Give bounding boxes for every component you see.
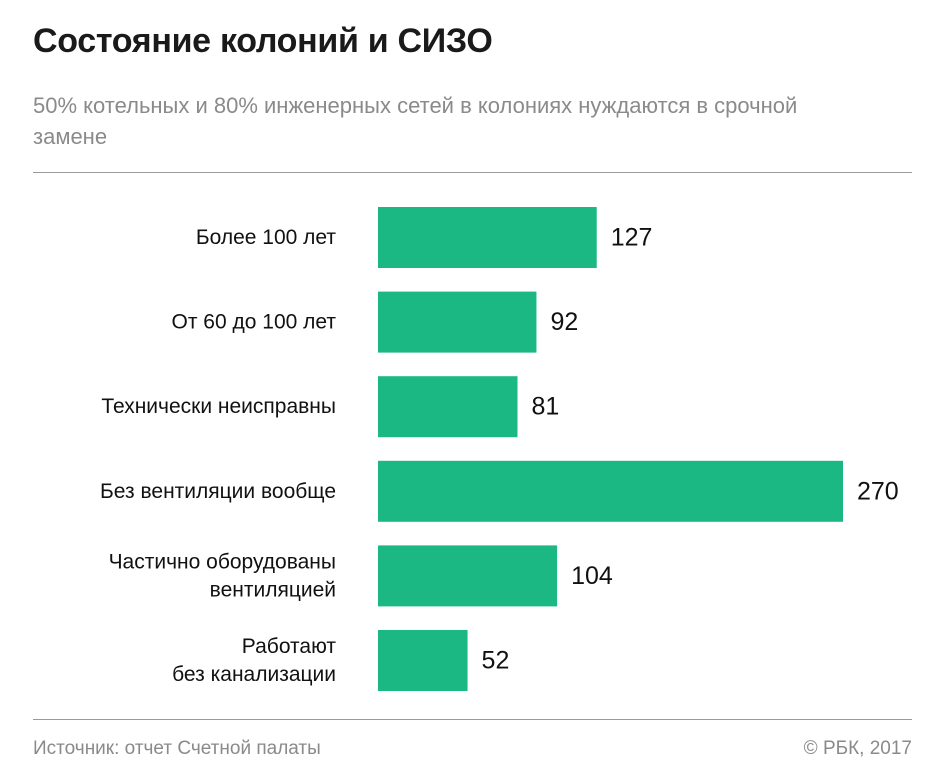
bar-value-label-5: 52 (482, 647, 510, 675)
copyright-note: © РБК, 2017 (803, 738, 912, 759)
bar-0 (378, 207, 597, 268)
category-label-5: Работают без канализации (172, 635, 336, 686)
bar-value-label-4: 104 (571, 562, 613, 590)
chart-title: Состояние колоний и СИЗО (33, 22, 493, 60)
category-label-0: Более 100 лет (196, 226, 337, 249)
category-label-1: От 60 до 100 лет (172, 311, 337, 334)
category-label-2: Технически неисправны (101, 395, 336, 418)
bar-4 (378, 545, 558, 607)
category-label-line: От 60 до 100 лет (172, 311, 337, 334)
bar-value-label-3: 270 (857, 477, 899, 505)
category-label-3: Без вентиляции вообще (100, 480, 336, 503)
source-note: Источник: отчет Счетной палаты (33, 738, 321, 759)
category-label-line: Более 100 лет (196, 226, 337, 249)
bar-value-label-2: 81 (532, 393, 560, 421)
bar-2 (378, 376, 518, 438)
bar-value-label-0: 127 (611, 224, 653, 252)
category-label-line: вентиляцией (210, 578, 336, 601)
bottom-divider (33, 719, 912, 720)
bar-value-label-1: 92 (550, 308, 578, 336)
chart-subtitle: 50% котельных и 80% инженерных сетей в к… (33, 93, 798, 149)
category-label-line: Без вентиляции вообще (100, 480, 336, 503)
top-divider (33, 172, 912, 173)
category-label-line: без канализации (172, 663, 336, 686)
bar-3 (378, 460, 843, 522)
category-label-line: Работают (242, 635, 337, 658)
category-label-line: Технически неисправны (101, 395, 336, 418)
bar-1 (378, 291, 537, 353)
category-label-4: Частично оборудованы вентиляцией (109, 550, 336, 601)
category-label-line: Частично оборудованы (109, 550, 336, 573)
bar-5 (378, 630, 468, 691)
